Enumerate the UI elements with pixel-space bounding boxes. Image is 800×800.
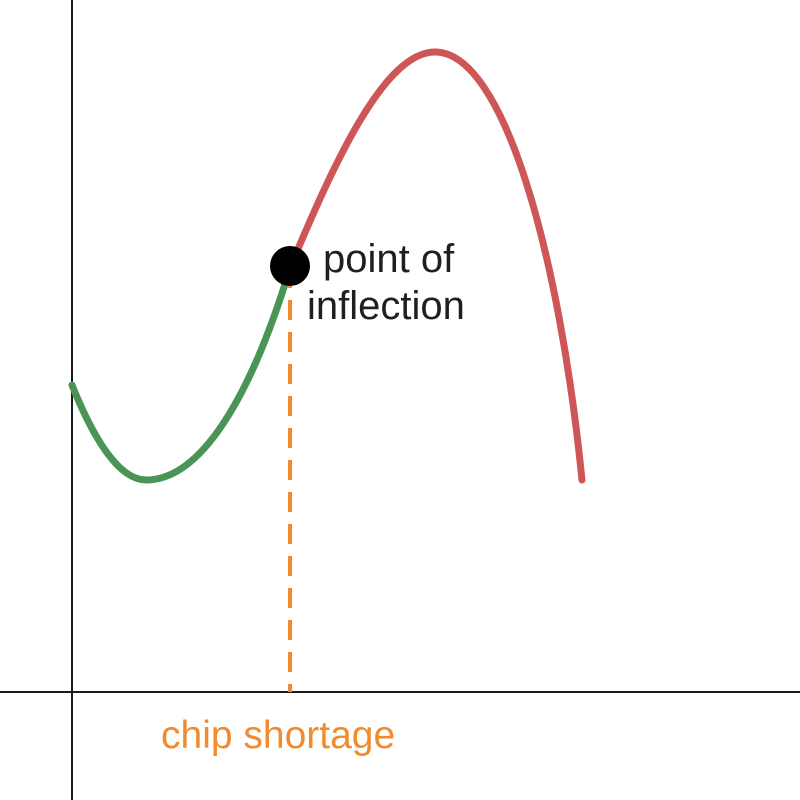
event-label: chip shortage bbox=[161, 714, 396, 757]
curve-after-inflection bbox=[286, 48, 586, 484]
inflection-point-label: point of inflection bbox=[307, 236, 465, 330]
inflection-label-line1: point of bbox=[323, 237, 455, 281]
inflection-label-line2: inflection bbox=[307, 284, 465, 328]
inflection-point-marker bbox=[270, 246, 310, 286]
curve-before-inflection bbox=[68, 264, 294, 484]
